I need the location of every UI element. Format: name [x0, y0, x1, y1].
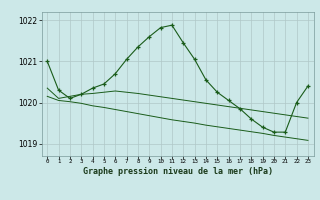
X-axis label: Graphe pression niveau de la mer (hPa): Graphe pression niveau de la mer (hPa)	[83, 167, 273, 176]
